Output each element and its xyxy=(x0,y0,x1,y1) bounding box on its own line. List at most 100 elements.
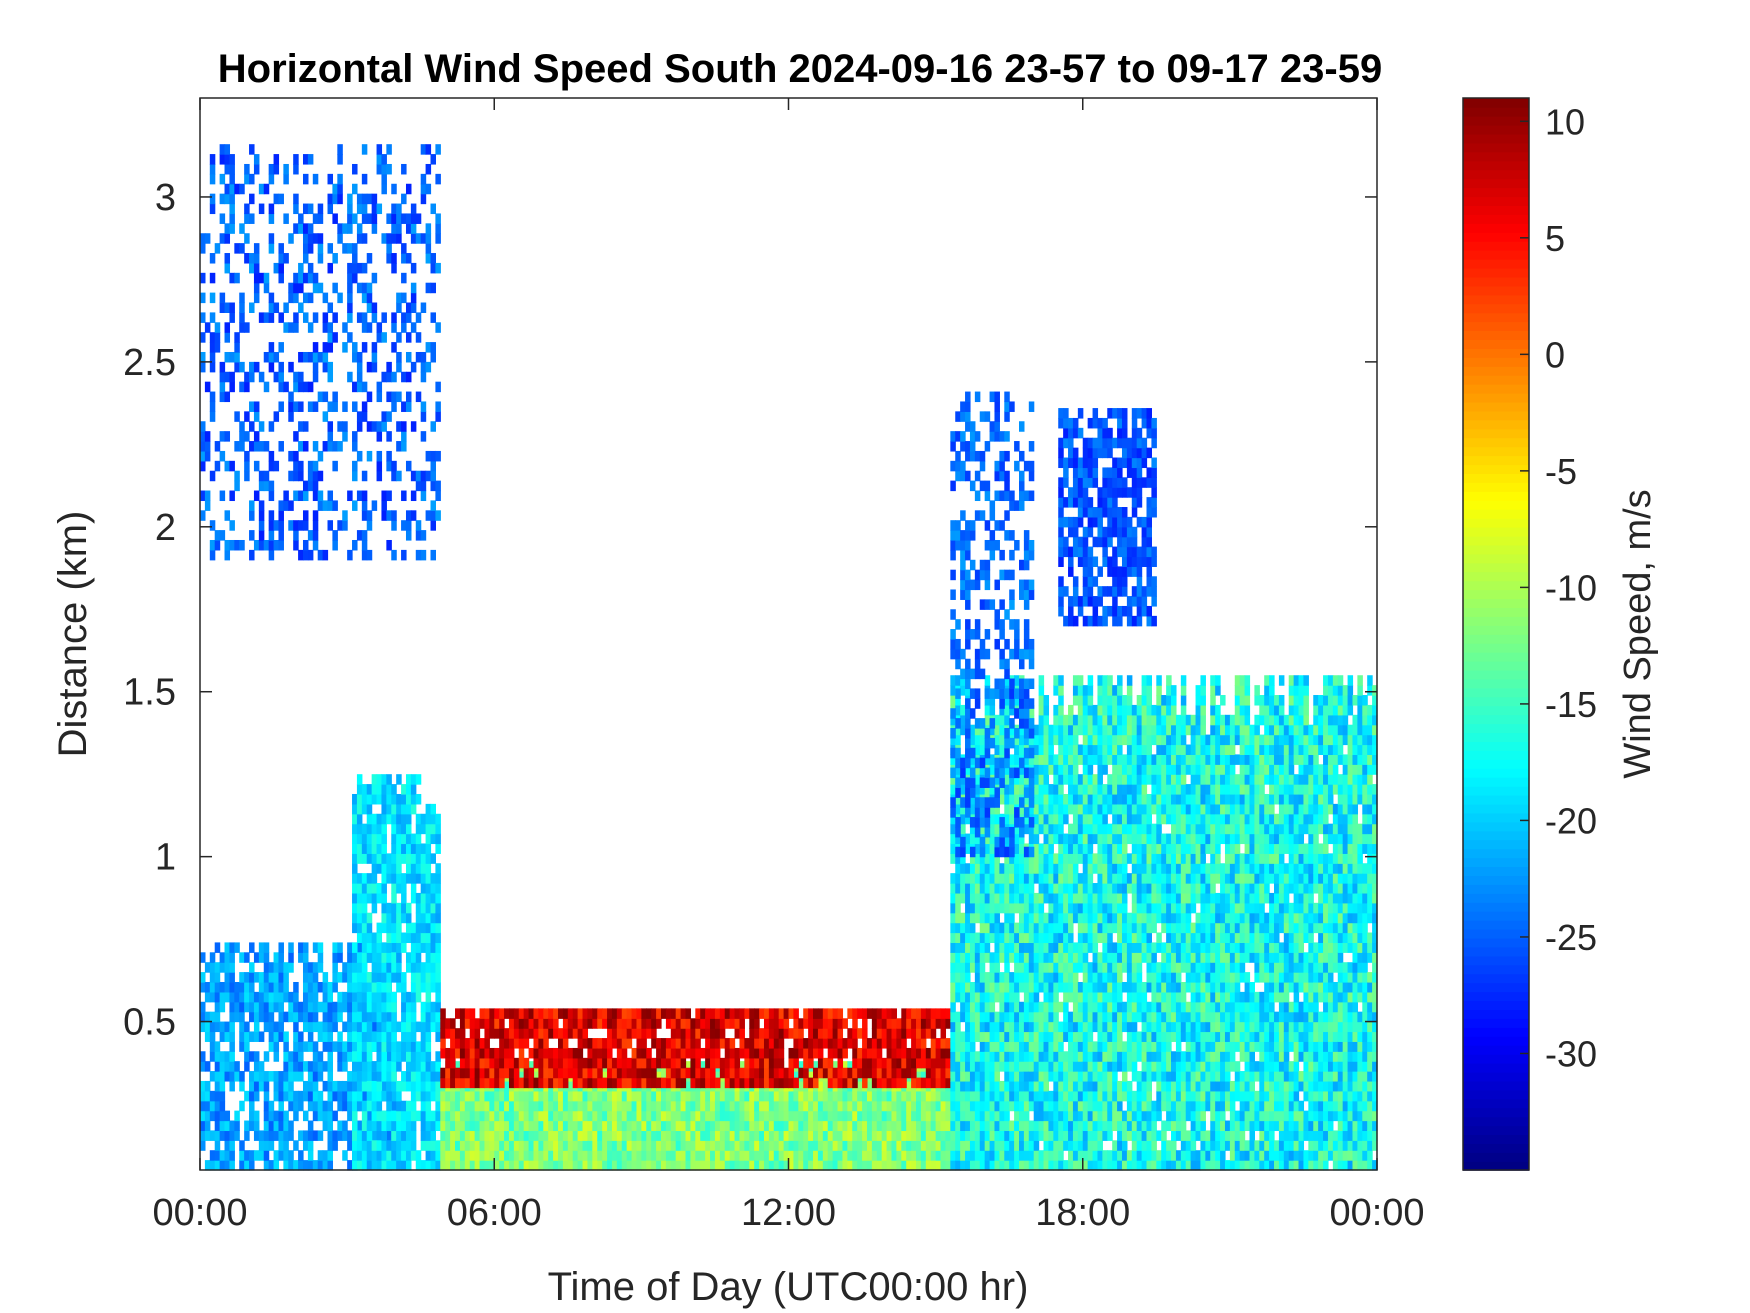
heatmap-cell xyxy=(283,1150,289,1161)
heatmap-cell xyxy=(229,381,235,393)
heatmap-cell xyxy=(356,282,363,294)
heatmap-cell xyxy=(504,1160,510,1171)
heatmap-cell xyxy=(249,510,255,521)
heatmap-cell xyxy=(268,520,275,531)
heatmap-cell xyxy=(1023,952,1030,963)
heatmap-cell xyxy=(607,1140,613,1151)
heatmap-cell xyxy=(258,312,265,323)
heatmap-cell xyxy=(405,922,412,934)
heatmap-cell xyxy=(1004,714,1010,726)
heatmap-cell xyxy=(862,1077,868,1089)
heatmap-cell xyxy=(278,371,284,383)
heatmap-cell xyxy=(989,1021,996,1033)
heatmap-cell xyxy=(984,991,991,1003)
heatmap-cell xyxy=(979,981,986,993)
heatmap-cell xyxy=(420,302,427,313)
heatmap-cell xyxy=(636,1150,642,1161)
heatmap-cell xyxy=(876,1047,883,1059)
heatmap-cell xyxy=(979,1071,986,1082)
heatmap-cell xyxy=(734,1047,741,1059)
heatmap-cell xyxy=(253,972,260,983)
heatmap-cell xyxy=(567,1067,574,1079)
heatmap-cell xyxy=(366,823,373,835)
heatmap-cell xyxy=(298,520,304,531)
heatmap-cell xyxy=(312,1080,319,1092)
heatmap-cell xyxy=(558,1090,564,1102)
heatmap-cell xyxy=(543,1018,549,1029)
heatmap-cell xyxy=(302,962,309,973)
heatmap-cell xyxy=(391,183,397,195)
heatmap-cell xyxy=(361,952,368,963)
heatmap-cell xyxy=(1014,1090,1020,1102)
heatmap-cell xyxy=(798,1090,804,1102)
heatmap-cell xyxy=(876,1110,883,1122)
heatmap-cell xyxy=(1004,952,1010,963)
heatmap-cell xyxy=(969,942,976,953)
heatmap-cell xyxy=(361,262,368,274)
heatmap-cell xyxy=(548,1008,554,1019)
heatmap-cell xyxy=(906,1080,912,1092)
heatmap-cell xyxy=(376,144,383,155)
heatmap-cell xyxy=(209,401,216,412)
heatmap-cell xyxy=(1014,1100,1020,1112)
heatmap-cell xyxy=(553,1100,559,1112)
heatmap-cell xyxy=(410,361,417,373)
heatmap-cell xyxy=(1004,1160,1010,1171)
heatmap-cell xyxy=(445,1067,451,1079)
heatmap-cell xyxy=(401,1031,407,1042)
heatmap-cell xyxy=(656,1057,662,1069)
heatmap-cell xyxy=(1009,942,1015,953)
heatmap-cell xyxy=(352,351,358,363)
heatmap-cell xyxy=(602,1120,608,1132)
heatmap-cell xyxy=(317,1150,324,1161)
heatmap-cell xyxy=(214,1071,221,1082)
heatmap-cell xyxy=(813,1008,819,1019)
heatmap-cell xyxy=(1033,942,1040,953)
heatmap-cell xyxy=(405,223,412,234)
heatmap-cell xyxy=(200,312,206,323)
heatmap-cell xyxy=(249,1071,255,1082)
heatmap-cell xyxy=(665,1057,672,1069)
heatmap-cell xyxy=(307,272,314,284)
heatmap-cell xyxy=(866,1008,873,1019)
heatmap-cell xyxy=(1038,1021,1045,1033)
heatmap-cell xyxy=(347,1031,353,1042)
heatmap-cell xyxy=(361,1130,368,1141)
heatmap-cell xyxy=(651,1090,657,1102)
heatmap-cell xyxy=(352,833,358,845)
heatmap-cell xyxy=(1053,1120,1059,1132)
heatmap-cell xyxy=(886,1067,893,1079)
heatmap-cell xyxy=(675,1038,682,1049)
heatmap-cell xyxy=(302,1090,309,1102)
heatmap-cell xyxy=(832,1067,839,1079)
heatmap-cell xyxy=(347,371,353,383)
heatmap-cell xyxy=(244,431,250,442)
heatmap-cell xyxy=(342,223,348,234)
heatmap-cell xyxy=(906,1140,912,1151)
heatmap-cell xyxy=(1043,833,1050,845)
heatmap-cell xyxy=(327,193,334,205)
heatmap-cell xyxy=(518,1090,525,1102)
heatmap-cell xyxy=(484,1057,490,1069)
heatmap-cell xyxy=(386,1071,392,1082)
heatmap-cell xyxy=(960,1001,966,1013)
heatmap-cell xyxy=(749,1120,755,1132)
heatmap-cell xyxy=(283,1160,289,1171)
heatmap-cell xyxy=(410,1071,417,1082)
heatmap-cell xyxy=(685,1110,692,1122)
heatmap-cell xyxy=(214,1041,221,1052)
heatmap-cell xyxy=(312,1041,319,1052)
heatmap-cell xyxy=(381,962,387,973)
heatmap-cell xyxy=(969,902,976,914)
heatmap-cell xyxy=(415,942,422,953)
heatmap-cell xyxy=(553,1130,559,1141)
heatmap-cell xyxy=(469,1090,476,1102)
heatmap-cell xyxy=(965,991,971,1003)
heatmap-cell xyxy=(401,441,407,452)
heatmap-cell xyxy=(906,1090,912,1102)
heatmap-cell xyxy=(866,1080,873,1092)
heatmap-cell xyxy=(891,1008,897,1019)
heatmap-cell xyxy=(391,1110,397,1122)
heatmap-cell xyxy=(253,1011,260,1023)
heatmap-cell xyxy=(969,991,976,1003)
